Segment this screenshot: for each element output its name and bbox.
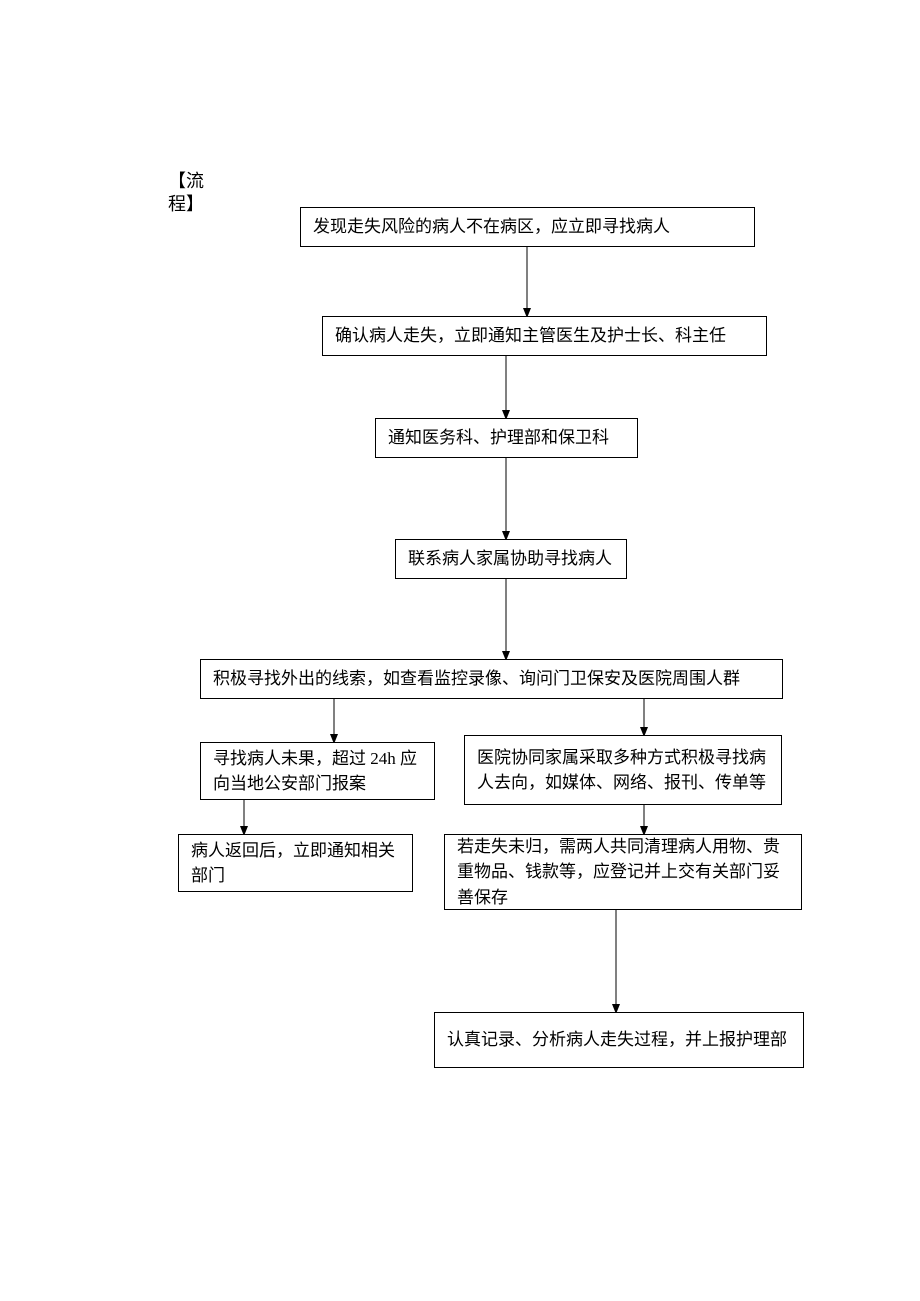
flowchart-node-n5: 积极寻找外出的线索，如查看监控录像、询问门卫保安及医院周围人群 [200,659,783,699]
flowchart-node-n7b: 若走失未归，需两人共同清理病人用物、贵重物品、钱款等，应登记并上交有关部门妥善保… [444,834,802,910]
flowchart-node-n8: 认真记录、分析病人走失过程，并上报护理部 [434,1012,804,1068]
flowchart-node-n6b: 医院协同家属采取多种方式积极寻找病人去向，如媒体、网络、报刊、传单等 [464,735,782,805]
flowchart-node-text: 积极寻找外出的线索，如查看监控录像、询问门卫保安及医院周围人群 [213,666,770,692]
flowchart-node-n1: 发现走失风险的病人不在病区，应立即寻找病人 [300,207,755,247]
flowchart-node-n7a: 病人返回后，立即通知相关部门 [178,834,413,892]
flowchart-arrows [0,0,920,1301]
flowchart-node-text: 寻找病人未果，超过 24h 应向当地公安部门报案 [213,746,422,797]
flowchart-node-n2: 确认病人走失，立即通知主管医生及护士长、科主任 [322,316,767,356]
flowchart-node-text: 确认病人走失，立即通知主管医生及护士长、科主任 [335,323,754,349]
flowchart-node-text: 医院协同家属采取多种方式积极寻找病人去向，如媒体、网络、报刊、传单等 [477,745,769,796]
flowchart-node-n3: 通知医务科、护理部和保卫科 [375,418,638,458]
flowchart-node-text: 发现走失风险的病人不在病区，应立即寻找病人 [313,214,742,240]
flowchart-node-text: 认真记录、分析病人走失过程，并上报护理部 [447,1027,791,1053]
flowchart-node-text: 若走失未归，需两人共同清理病人用物、贵重物品、钱款等，应登记并上交有关部门妥善保… [457,834,789,911]
flowchart-node-text: 病人返回后，立即通知相关部门 [191,838,400,889]
flowchart-node-text: 通知医务科、护理部和保卫科 [388,425,625,451]
flowchart-node-n4: 联系病人家属协助寻找病人 [395,539,627,579]
flowchart-node-text: 联系病人家属协助寻找病人 [408,546,614,572]
flowchart-node-n6a: 寻找病人未果，超过 24h 应向当地公安部门报案 [200,742,435,800]
section-label: 【流 程】 [168,170,204,217]
